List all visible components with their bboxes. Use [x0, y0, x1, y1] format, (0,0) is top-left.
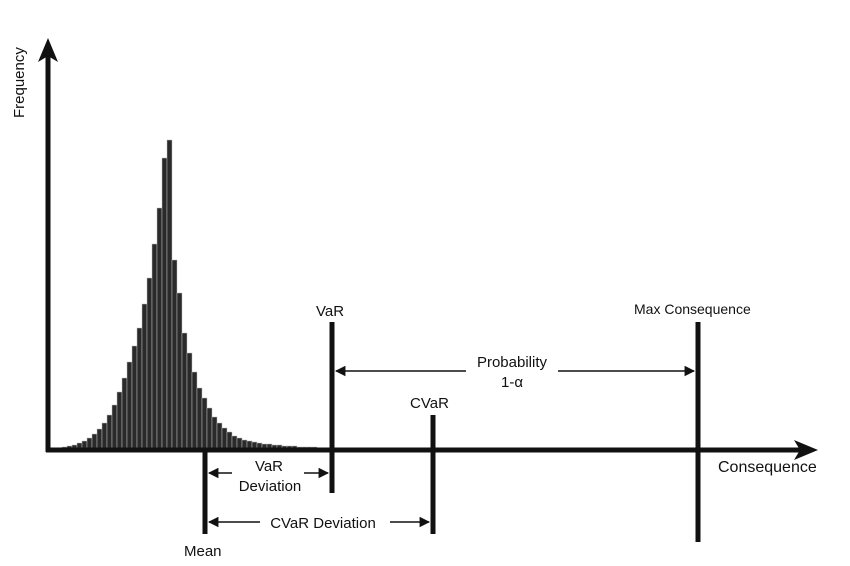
y-axis-label: Frequency	[11, 47, 28, 118]
histogram-bar	[96, 428, 103, 451]
histogram-bar	[161, 157, 168, 451]
histogram-bar	[101, 422, 108, 451]
histogram-bar	[176, 292, 183, 451]
cvar-label: CVaR	[410, 395, 449, 412]
max-consequence-label: Max Consequence	[634, 301, 751, 317]
histogram-bar	[136, 327, 143, 451]
probability-label: Probability	[477, 354, 548, 371]
histogram-bar	[221, 427, 228, 451]
histogram-bar	[196, 387, 203, 451]
var-label: VaR	[316, 303, 344, 320]
probability-alpha-label: 1-α	[501, 374, 523, 391]
mean-label: Mean	[184, 543, 222, 560]
histogram-bar	[116, 391, 123, 451]
x-axis-arrow-icon	[794, 440, 818, 460]
histogram-bar	[146, 277, 153, 451]
histogram-bar	[126, 361, 133, 451]
histogram-bar	[211, 416, 218, 451]
histogram-bar	[121, 377, 128, 451]
cvar-deviation-label: CVaR Deviation	[270, 515, 376, 532]
histogram-bar	[156, 207, 163, 451]
histogram-bar	[201, 397, 208, 451]
histogram-bar	[151, 243, 158, 451]
histogram-bar	[106, 414, 113, 451]
var-deviation-label-line2: Deviation	[239, 478, 302, 495]
histogram-bar	[111, 404, 118, 451]
histogram-bar	[171, 259, 178, 451]
histogram-bar	[206, 407, 213, 451]
histogram-bar	[181, 332, 188, 451]
histogram-bar	[166, 139, 173, 451]
x-axis-label: Consequence	[718, 459, 817, 476]
var-deviation-label: VaR	[255, 458, 283, 475]
histogram	[51, 139, 700, 451]
histogram-bar	[191, 371, 198, 451]
histogram-bar	[131, 345, 138, 451]
histogram-bar	[141, 303, 148, 451]
y-axis-arrow-icon	[38, 38, 58, 62]
histogram-bar	[186, 352, 193, 451]
histogram-bar	[226, 431, 233, 451]
histogram-bar	[216, 422, 223, 451]
